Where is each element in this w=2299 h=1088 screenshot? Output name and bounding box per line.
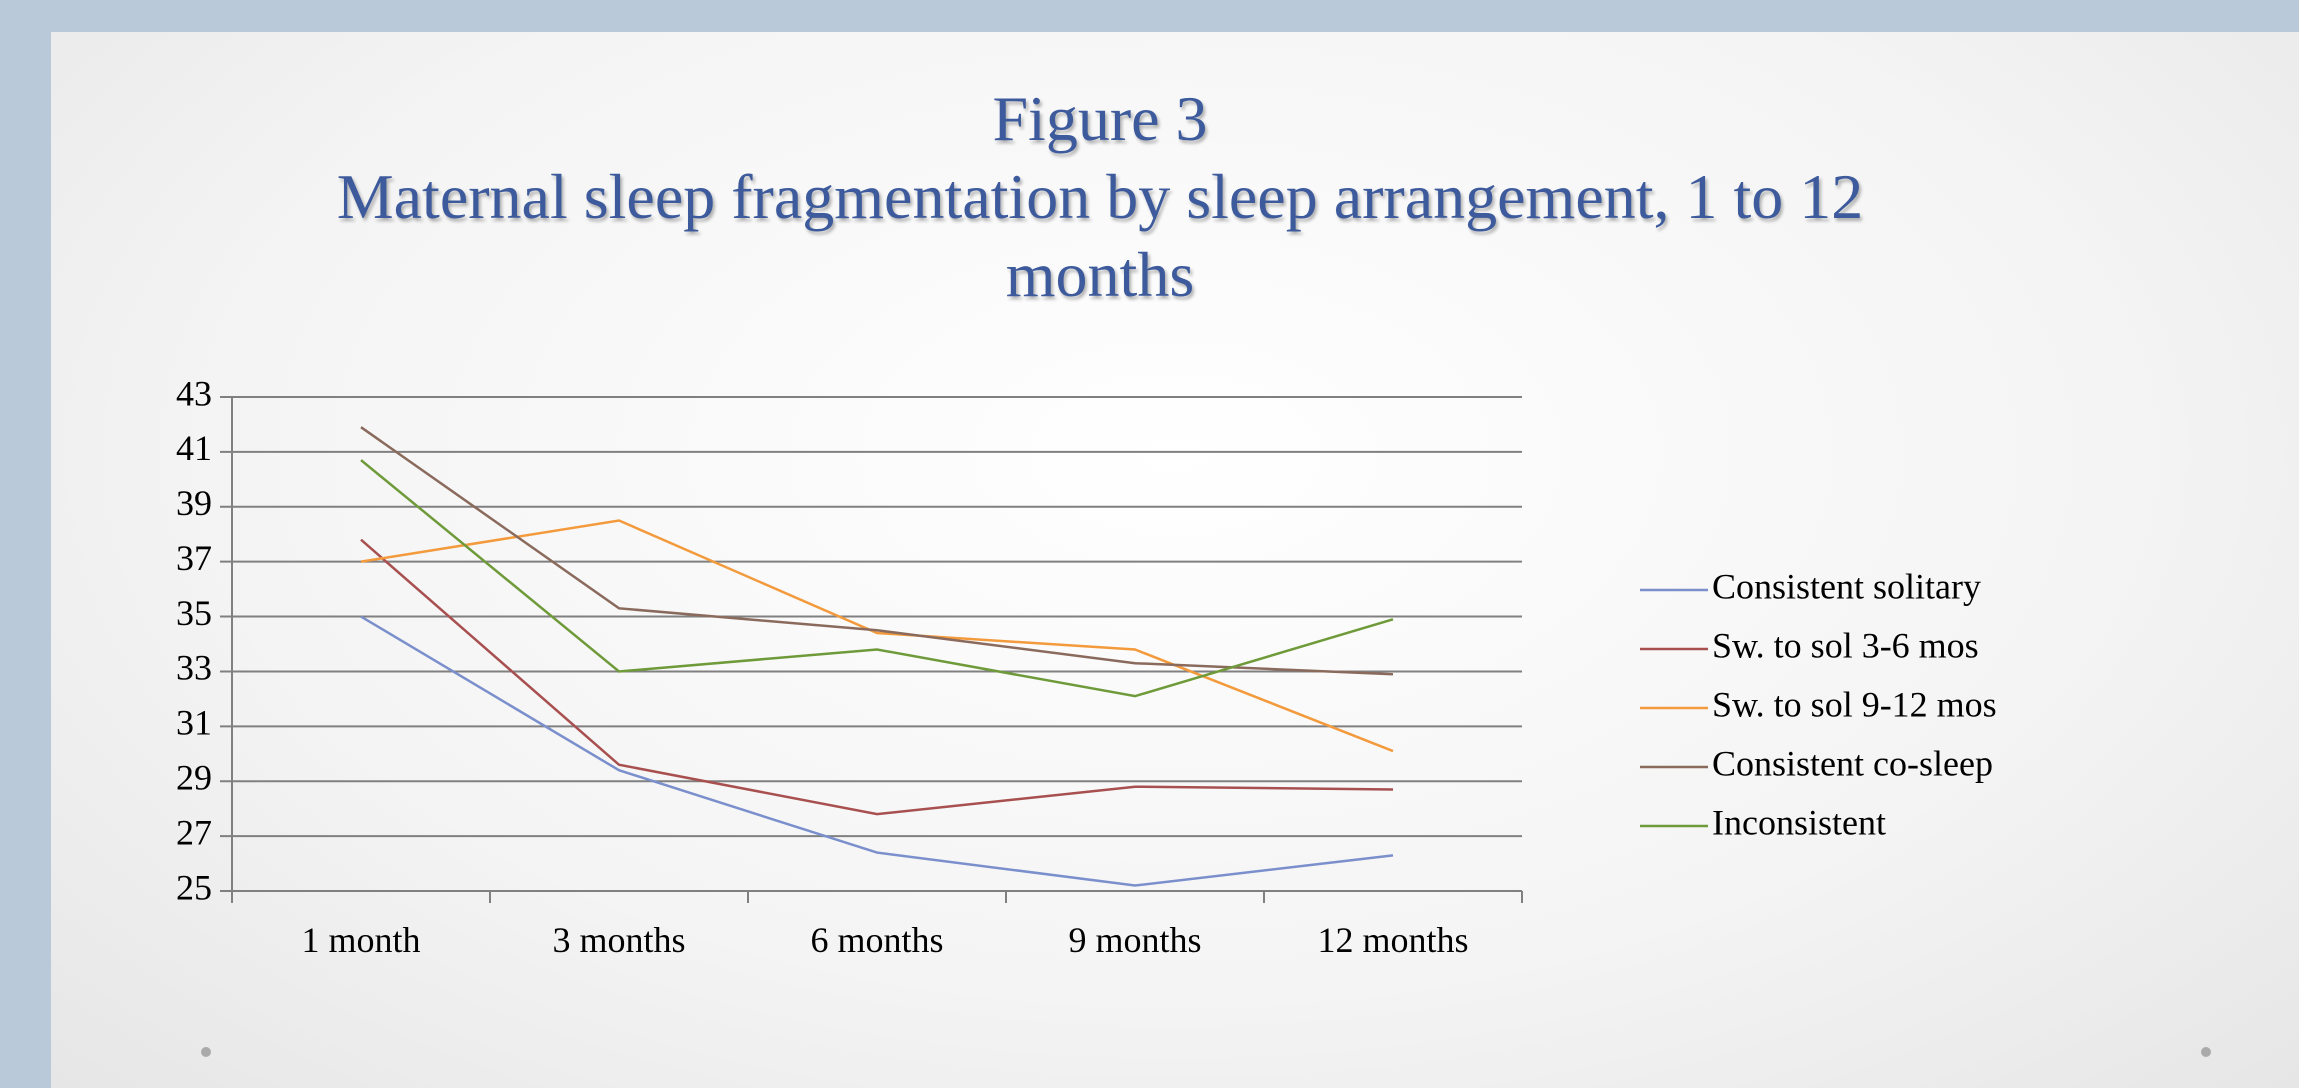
chart-title-block: Figure 3 Maternal sleep fragmentation by… bbox=[330, 80, 1870, 314]
legend-label: Consistent solitary bbox=[1712, 566, 1981, 606]
legend-label: Consistent co-sleep bbox=[1712, 743, 1993, 783]
series-line bbox=[360, 615, 1394, 887]
y-tick-label: 41 bbox=[176, 428, 212, 468]
series-line bbox=[360, 426, 1394, 676]
y-tick-label: 29 bbox=[176, 757, 212, 797]
y-tick-label: 43 bbox=[176, 373, 212, 413]
dot bbox=[201, 1047, 211, 1057]
y-tick-label: 37 bbox=[176, 538, 212, 578]
chart-title: Figure 3 bbox=[992, 83, 1208, 154]
chart-subtitle: Maternal sleep fragmentation by sleep ar… bbox=[336, 161, 1864, 310]
legend-label: Inconsistent bbox=[1712, 802, 1886, 842]
x-tick-label: 6 months bbox=[810, 920, 944, 960]
legend-label: Sw. to sol 9-12 mos bbox=[1712, 684, 1997, 724]
series-line bbox=[360, 519, 1394, 753]
y-tick-label: 33 bbox=[176, 648, 212, 688]
y-tick-label: 25 bbox=[176, 867, 212, 907]
y-tick-label: 31 bbox=[176, 703, 212, 743]
series-line bbox=[360, 538, 1394, 816]
x-tick-label: 12 months bbox=[1317, 920, 1469, 960]
x-tick-label: 1 month bbox=[301, 920, 421, 960]
dot bbox=[2201, 1047, 2211, 1057]
legend-label: Sw. to sol 3-6 mos bbox=[1712, 625, 1979, 665]
slide bbox=[51, 32, 2299, 1088]
x-tick-label: 3 months bbox=[552, 920, 686, 960]
y-tick-label: 27 bbox=[176, 812, 212, 852]
x-tick-label: 9 months bbox=[1068, 920, 1202, 960]
y-tick-label: 39 bbox=[176, 483, 212, 523]
series-line bbox=[360, 459, 1394, 698]
y-tick-label: 35 bbox=[176, 593, 212, 633]
